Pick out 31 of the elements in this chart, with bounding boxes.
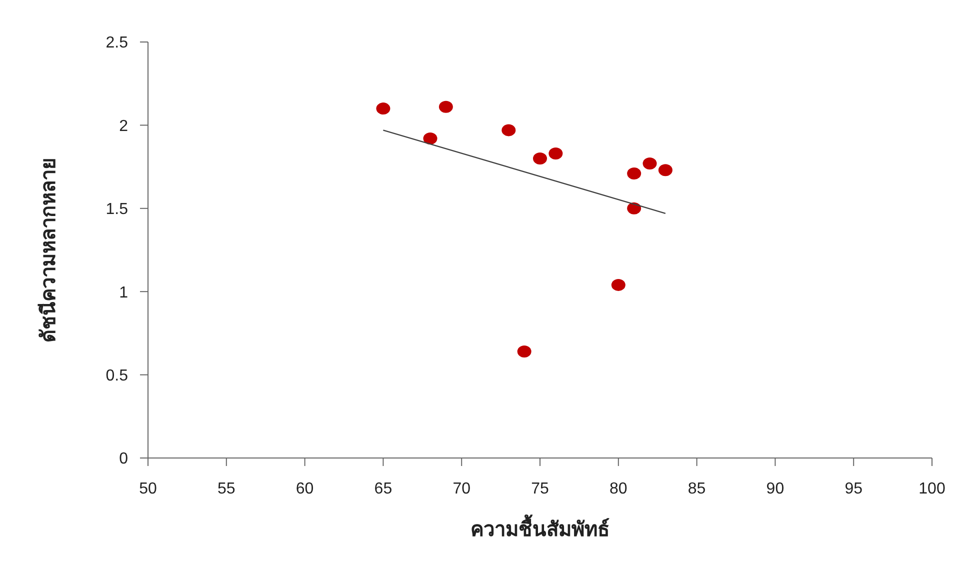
x-tick-label: 60 — [296, 480, 314, 498]
x-tick-label: 80 — [610, 480, 628, 498]
x-tick-label: 100 — [918, 480, 946, 498]
point — [642, 157, 657, 170]
x-tick-label: 70 — [452, 480, 471, 498]
x-tick-label: 90 — [766, 480, 784, 498]
point — [548, 147, 563, 160]
point — [517, 346, 532, 358]
point — [423, 132, 438, 145]
point — [533, 152, 547, 164]
y-tick-label: 1.5 — [106, 201, 128, 218]
x-tick-label: 65 — [374, 480, 392, 498]
y-axis-title: ดัชนีความหลากหลาย — [37, 158, 60, 342]
y-tick-label: 0.5 — [106, 367, 128, 384]
x-tick-label: 55 — [218, 480, 236, 498]
point — [376, 102, 390, 115]
point — [627, 167, 642, 180]
point — [502, 124, 516, 136]
y-tick-label: 1 — [119, 284, 128, 302]
y-tick-label: 2 — [119, 118, 128, 135]
y-tick-label: 2.5 — [106, 34, 128, 52]
point — [658, 164, 672, 176]
point — [438, 100, 453, 113]
point — [627, 202, 642, 214]
x-tick-label: 50 — [139, 480, 157, 498]
x-tick-label: 95 — [844, 480, 863, 498]
x-tick-label: 85 — [688, 480, 706, 498]
y-tick-label: 0 — [119, 450, 128, 468]
point — [611, 278, 626, 291]
x-tick-label: 75 — [531, 480, 549, 498]
x-axis-title: ความชื้นสัมพัทธ์ — [470, 514, 610, 541]
